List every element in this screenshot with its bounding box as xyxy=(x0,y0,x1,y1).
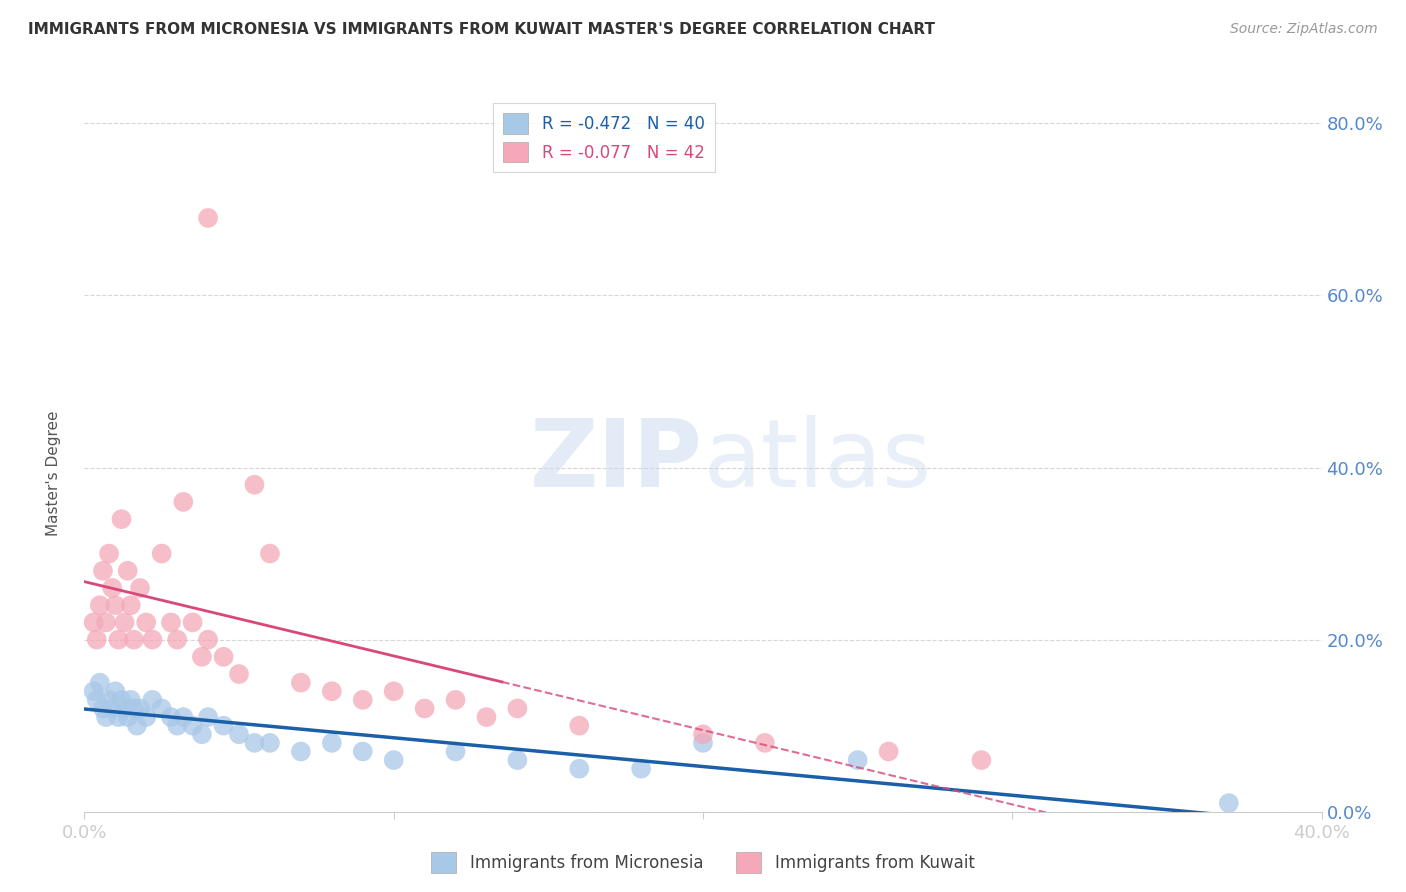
Point xyxy=(129,701,152,715)
Point xyxy=(166,719,188,733)
Point xyxy=(91,701,114,715)
Point xyxy=(290,744,312,758)
Point xyxy=(197,632,219,647)
Point xyxy=(506,753,529,767)
Point xyxy=(692,736,714,750)
Text: IMMIGRANTS FROM MICRONESIA VS IMMIGRANTS FROM KUWAIT MASTER'S DEGREE CORRELATION: IMMIGRANTS FROM MICRONESIA VS IMMIGRANTS… xyxy=(28,22,935,37)
Point xyxy=(212,719,235,733)
Point xyxy=(172,710,194,724)
Point xyxy=(129,581,152,595)
Point xyxy=(86,632,108,647)
Point xyxy=(98,547,121,561)
Point xyxy=(382,684,405,698)
Point xyxy=(114,615,136,630)
Point xyxy=(413,701,436,715)
Legend: R = -0.472   N = 40, R = -0.077   N = 42: R = -0.472 N = 40, R = -0.077 N = 42 xyxy=(494,103,714,172)
Point xyxy=(181,719,204,733)
Point xyxy=(94,615,117,630)
Point xyxy=(160,615,183,630)
Point xyxy=(352,693,374,707)
Point xyxy=(110,512,132,526)
Point xyxy=(150,701,173,715)
Point xyxy=(243,477,266,491)
Point xyxy=(970,753,993,767)
Point xyxy=(86,693,108,707)
Point xyxy=(150,547,173,561)
Point xyxy=(166,632,188,647)
Point xyxy=(114,701,136,715)
Point xyxy=(107,632,129,647)
Point xyxy=(98,693,121,707)
Point xyxy=(83,684,105,698)
Point xyxy=(630,762,652,776)
Point xyxy=(352,744,374,758)
Point xyxy=(104,684,127,698)
Point xyxy=(117,710,139,724)
Point xyxy=(125,719,148,733)
Point xyxy=(243,736,266,750)
Legend: Immigrants from Micronesia, Immigrants from Kuwait: Immigrants from Micronesia, Immigrants f… xyxy=(425,846,981,880)
Point xyxy=(122,701,145,715)
Point xyxy=(877,744,900,758)
Point xyxy=(120,598,142,612)
Text: Master's Degree: Master's Degree xyxy=(46,410,60,535)
Point xyxy=(568,762,591,776)
Point xyxy=(754,736,776,750)
Point xyxy=(83,615,105,630)
Point xyxy=(172,495,194,509)
Point xyxy=(290,675,312,690)
Point xyxy=(122,632,145,647)
Point xyxy=(1218,796,1240,810)
Point xyxy=(91,564,114,578)
Point xyxy=(101,701,124,715)
Point xyxy=(259,547,281,561)
Point xyxy=(212,649,235,664)
Point xyxy=(89,598,111,612)
Text: atlas: atlas xyxy=(703,415,931,507)
Point xyxy=(104,598,127,612)
Point xyxy=(259,736,281,750)
Point xyxy=(321,736,343,750)
Point xyxy=(89,675,111,690)
Point xyxy=(568,719,591,733)
Point xyxy=(382,753,405,767)
Point xyxy=(120,693,142,707)
Text: Source: ZipAtlas.com: Source: ZipAtlas.com xyxy=(1230,22,1378,37)
Point xyxy=(506,701,529,715)
Point xyxy=(444,693,467,707)
Point xyxy=(321,684,343,698)
Point xyxy=(191,649,214,664)
Point xyxy=(228,727,250,741)
Point xyxy=(181,615,204,630)
Point xyxy=(94,710,117,724)
Point xyxy=(191,727,214,741)
Point xyxy=(135,615,157,630)
Point xyxy=(846,753,869,767)
Point xyxy=(475,710,498,724)
Point xyxy=(141,632,163,647)
Point xyxy=(444,744,467,758)
Point xyxy=(117,564,139,578)
Text: ZIP: ZIP xyxy=(530,415,703,507)
Point xyxy=(160,710,183,724)
Point xyxy=(110,693,132,707)
Point xyxy=(135,710,157,724)
Point xyxy=(101,581,124,595)
Point xyxy=(107,710,129,724)
Point xyxy=(692,727,714,741)
Point xyxy=(228,667,250,681)
Point xyxy=(141,693,163,707)
Point xyxy=(197,211,219,225)
Point xyxy=(197,710,219,724)
